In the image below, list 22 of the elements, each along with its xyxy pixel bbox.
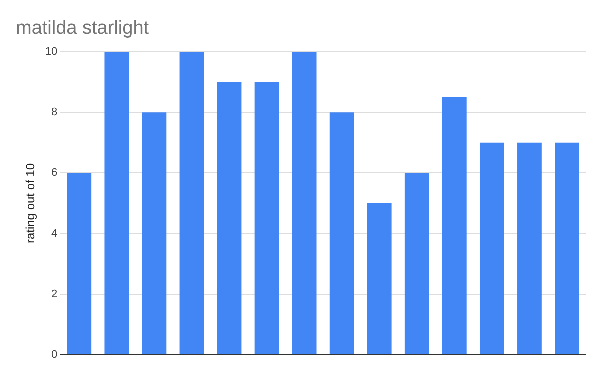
bar [367,204,392,354]
bar [254,82,280,354]
bar [330,112,354,354]
bar [292,52,317,354]
y-tick-label: 8 [52,106,58,119]
bar [180,52,204,354]
y-tick-label: 6 [52,167,58,180]
bar [404,173,430,354]
chart-title: matilda starlight [16,18,150,40]
y-axis-title: rating out of 10 [24,163,38,244]
y-tick-label: 0 [52,349,58,362]
bar [518,142,542,354]
bar [442,97,467,354]
bar [104,52,130,354]
bar [217,82,242,354]
bar [555,142,580,354]
y-tick-label: 4 [52,228,58,240]
bar [67,173,92,354]
y-tick-label: 10 [45,46,58,58]
bar [142,112,167,354]
y-tick-label: 2 [52,288,58,300]
bar [480,142,504,354]
